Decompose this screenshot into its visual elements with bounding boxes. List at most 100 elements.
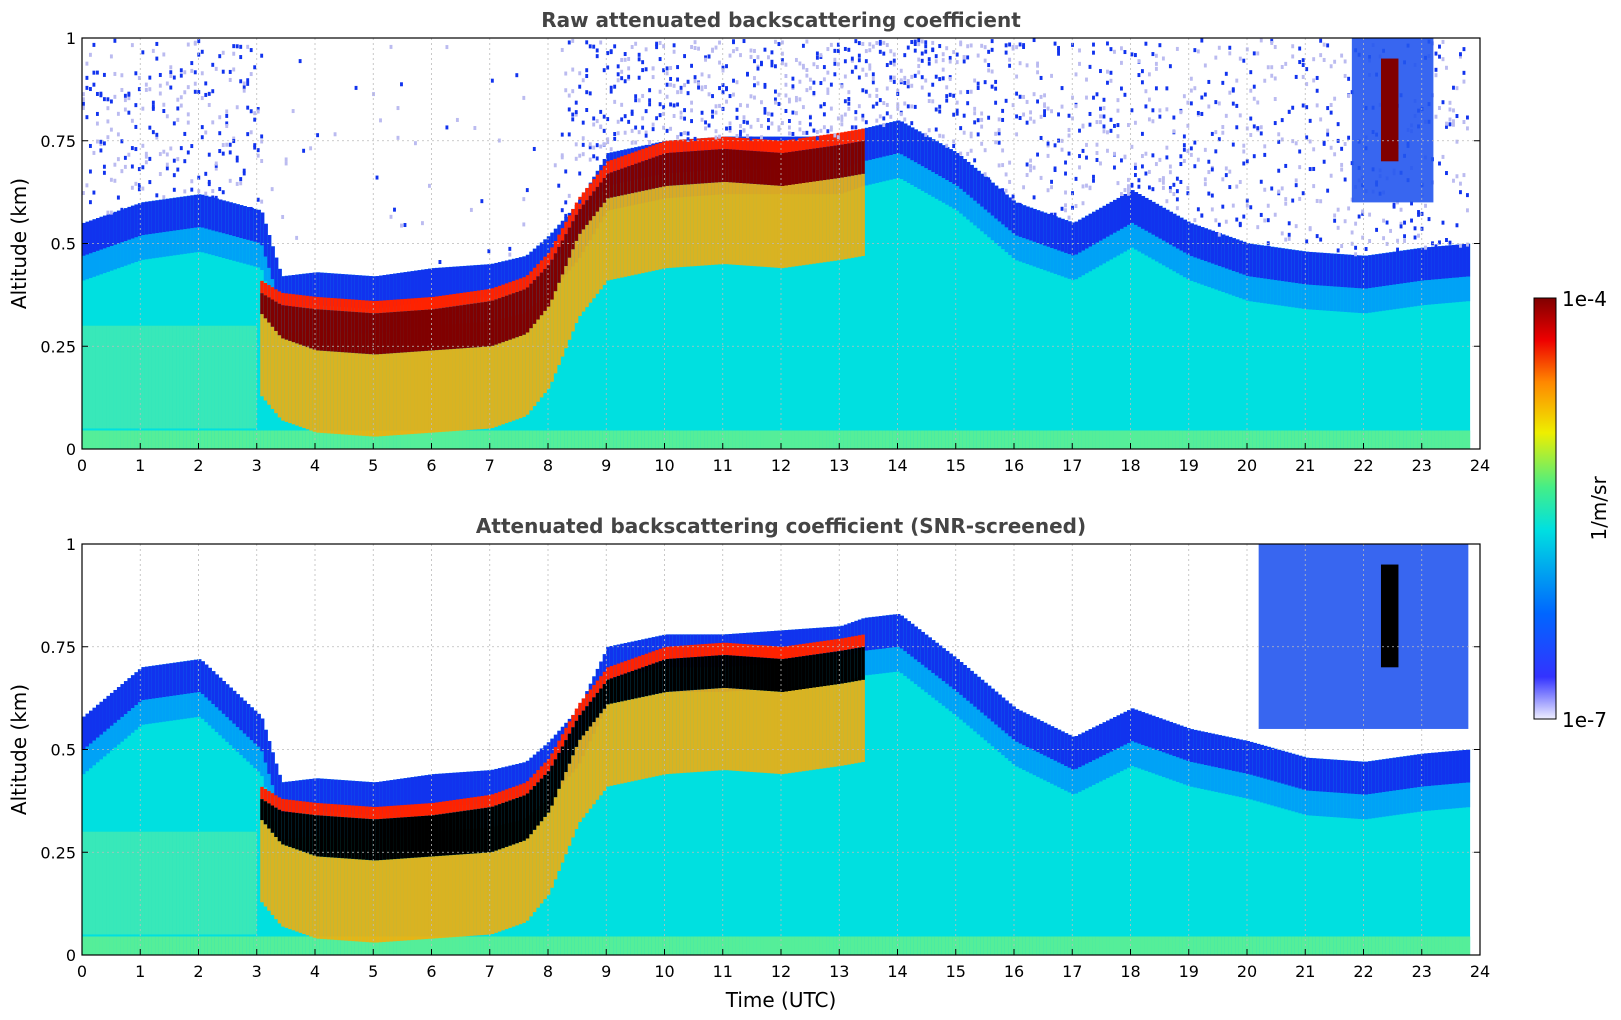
surface-band-cell <box>1088 430 1093 449</box>
noise-band-cell <box>476 770 482 804</box>
edge-cell <box>602 165 607 179</box>
halo-cell <box>567 763 572 846</box>
surface-band-cell <box>508 936 513 955</box>
noise-speck <box>903 75 907 80</box>
noise-speck <box>120 73 124 78</box>
noise-speck <box>1081 184 1085 189</box>
noise-speck <box>662 44 666 49</box>
noise-speck <box>134 103 138 108</box>
noise-speck <box>1137 73 1141 78</box>
halo-cell <box>455 348 461 431</box>
noise-speck <box>574 156 578 161</box>
noise-speck <box>801 105 805 110</box>
noise-speck <box>616 131 620 136</box>
edge-cell <box>634 151 639 164</box>
backscatter-column <box>179 661 184 955</box>
noise-band-cell <box>260 718 265 752</box>
peak-cell <box>588 195 593 221</box>
noise-speck <box>711 48 714 53</box>
noise-speck <box>176 167 180 172</box>
surface-band-cell <box>634 936 639 955</box>
noise-speck <box>1326 43 1330 48</box>
noise-speck <box>158 91 162 96</box>
halo-cell <box>672 691 677 774</box>
edge-cell <box>260 280 265 294</box>
noise-speck <box>595 48 599 53</box>
noise-band-cell <box>990 182 995 216</box>
peak-cell <box>490 806 496 852</box>
noise-speck <box>302 148 306 153</box>
noise-speck <box>609 85 613 90</box>
noise-band-cell <box>344 274 349 308</box>
halo-cell <box>683 690 688 773</box>
surface-band-cell <box>1371 430 1376 449</box>
noise-speck <box>1123 155 1127 160</box>
x-tick-label: 24 <box>1470 456 1490 475</box>
peak-cell <box>424 309 429 351</box>
noise-speck <box>239 177 243 182</box>
noise-speck <box>249 109 253 114</box>
noise-band-cell <box>518 257 523 291</box>
noise-speck <box>1137 178 1141 183</box>
surface-band-cell <box>1161 430 1167 449</box>
noise-band-cell <box>1291 249 1296 283</box>
noise-speck <box>1011 46 1015 51</box>
backscatter-column <box>878 124 883 449</box>
halo-cell <box>393 353 398 436</box>
surface-band-cell <box>476 430 482 449</box>
x-tick-label: 8 <box>543 456 553 475</box>
backscatter-column <box>1092 211 1097 449</box>
backscatter-column <box>665 140 670 449</box>
edge-cell <box>358 805 363 819</box>
peak-cell <box>323 309 328 351</box>
noise-speck <box>616 64 620 69</box>
halo-cell <box>822 180 828 263</box>
transition-band-cell <box>123 241 129 266</box>
noise-speck <box>1319 53 1323 58</box>
surface-band-cell <box>1326 430 1331 449</box>
halo-cell <box>274 330 279 414</box>
noise-speck <box>179 68 183 73</box>
noise-speck <box>1242 214 1246 219</box>
surface-band-cell <box>1074 430 1079 449</box>
noise-speck <box>725 87 728 92</box>
peak-cell <box>302 307 307 346</box>
noise-speck <box>1151 52 1155 57</box>
surface-band-cell <box>1182 430 1188 449</box>
surface-band-cell <box>1235 430 1240 449</box>
surface-band-cell <box>665 936 670 955</box>
surface-band-cell <box>630 430 635 449</box>
noise-speck <box>134 147 138 152</box>
halo-cell <box>829 179 835 262</box>
noise-speck <box>644 133 648 138</box>
noise-speck <box>812 62 816 67</box>
peak-cell <box>400 311 405 353</box>
noise-speck <box>256 148 260 153</box>
surface-band-cell <box>232 936 237 955</box>
peak-cell <box>746 150 751 184</box>
noise-speck <box>1322 57 1326 62</box>
noise-speck <box>801 43 805 48</box>
halo-cell <box>511 338 516 421</box>
surface-band-cell <box>337 430 342 449</box>
noise-speck <box>1106 69 1109 74</box>
transition-band-cell <box>207 229 212 255</box>
noise-speck <box>672 103 676 108</box>
surface-band-cell <box>1025 430 1030 449</box>
noise-speck <box>906 81 910 86</box>
noise-speck <box>952 50 956 55</box>
surface-band-cell <box>365 430 370 449</box>
surface-band-cell <box>875 430 880 449</box>
noise-speck <box>826 70 830 75</box>
surface-band-cell <box>469 430 475 449</box>
backscatter-column <box>1340 254 1345 449</box>
noise-band-cell <box>1231 238 1236 272</box>
backscatter-column <box>1347 254 1352 449</box>
noise-speck <box>700 117 704 122</box>
surface-band-cell <box>193 936 198 955</box>
halo-cell <box>480 852 485 936</box>
noise-speck <box>1319 117 1323 122</box>
surface-band-cell <box>550 936 555 955</box>
backscatter-column <box>1434 246 1439 449</box>
noise-speck <box>714 45 718 50</box>
